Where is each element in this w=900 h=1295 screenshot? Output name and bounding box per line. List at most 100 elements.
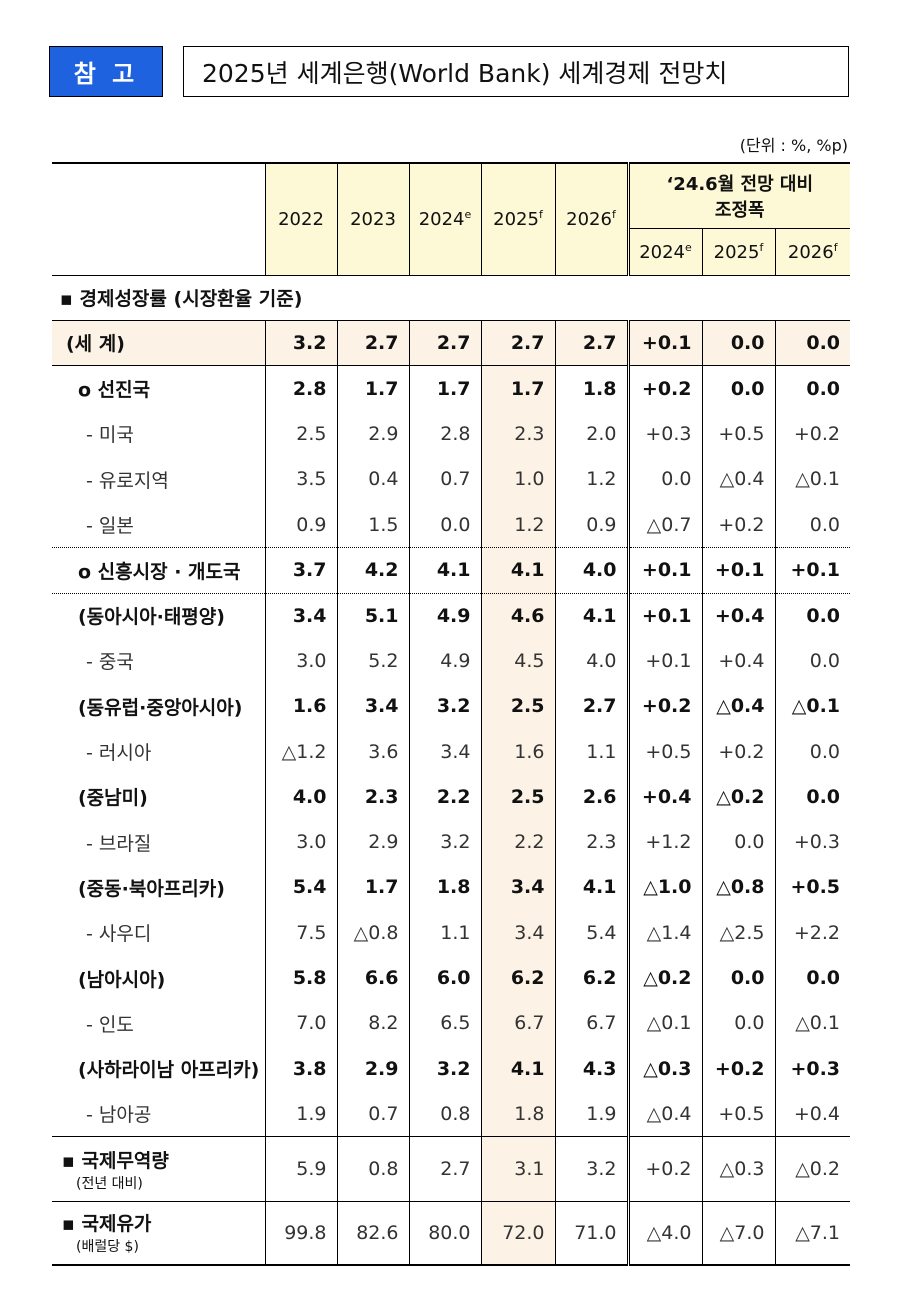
value-cell: 80.0: [408, 1201, 481, 1266]
value-cell: 4.1: [480, 547, 555, 593]
section-cell: ▪ 경제성장률 (시장환율 기준): [52, 275, 850, 320]
value-cell: 0.7: [336, 1091, 409, 1137]
row-label: - 사우디: [86, 923, 152, 946]
value-cell: 1.7: [480, 365, 555, 411]
data-row: - 러시아 △1.2 3.6 3.4 1.6 1.1 +0.5 +0.2 0.0: [52, 728, 851, 775]
table-body: ▪ 경제성장률 (시장환율 기준) (세 계) 3.2 2.7 2.7 2.7 2.7 +0.…: [52, 275, 851, 1266]
year-suffix: e: [685, 240, 692, 254]
header-cell: 2026f: [774, 227, 851, 275]
group-header-line: ‘24.6월 전망 대비: [666, 173, 814, 195]
section-row: ▪ 경제성장률 (시장환율 기준): [52, 275, 850, 320]
value-cell: 4.1: [554, 593, 628, 639]
value-cell: +0.2: [701, 502, 775, 548]
value-cell: △7.1: [774, 1201, 851, 1266]
row-label: ▪ 국제유가 (배럴당 $): [52, 1201, 265, 1266]
value-cell: 4.9: [408, 638, 481, 684]
value-cell: △0.3: [626, 1045, 702, 1092]
value-cell: △0.1: [626, 1000, 702, 1046]
value-cell: △1.4: [626, 910, 702, 956]
value-cell: 3.4: [480, 864, 555, 911]
row-label: (사하라이남 아프리카): [78, 1059, 260, 1082]
value-cell: 2.9: [336, 1045, 409, 1092]
value-cell: 6.6: [336, 955, 409, 1001]
data-row: - 인도 7.0 8.2 6.5 6.7 6.7 △0.1 0.0 △0.1: [52, 1000, 851, 1046]
header-cell: 2025f: [701, 227, 775, 275]
value-cell: 2.8: [408, 411, 481, 457]
value-cell: 2.7: [336, 320, 409, 366]
value-cell: 3.0: [264, 638, 337, 684]
indicator-label: ▪ 국제유가: [62, 1213, 152, 1236]
value-cell: 3.1: [480, 1136, 555, 1202]
value-cell: 5.4: [264, 864, 337, 911]
value-cell: 0.0: [774, 593, 851, 639]
value-cell: △0.7: [626, 502, 702, 548]
header-cell: 2026f: [554, 162, 628, 275]
value-cell: 7.5: [264, 910, 337, 956]
value-cell: 5.4: [554, 910, 628, 956]
value-cell: 0.0: [701, 1000, 775, 1046]
value-cell: 1.2: [554, 456, 628, 502]
value-cell: 6.2: [554, 955, 628, 1001]
value-cell: 82.6: [336, 1201, 409, 1266]
value-cell: +2.2: [774, 910, 851, 956]
value-cell: 2.2: [480, 819, 555, 865]
value-cell: 3.2: [408, 683, 481, 729]
value-cell: △1.2: [264, 728, 337, 775]
value-cell: +0.1: [701, 547, 775, 593]
row-label: - 브라질: [86, 832, 152, 855]
value-cell: 1.0: [480, 456, 555, 502]
value-cell: 2.6: [554, 774, 628, 820]
value-cell: 3.4: [480, 910, 555, 956]
value-cell: 2.9: [336, 411, 409, 457]
year: 2025: [713, 241, 760, 263]
value-cell: 4.6: [480, 593, 555, 639]
value-cell: 1.9: [264, 1091, 337, 1137]
unit-note: (단위 : %, %p): [739, 136, 848, 155]
row-label: ο 선진국: [78, 379, 151, 401]
value-cell: 0.7: [408, 456, 481, 502]
value-cell: 2.3: [554, 819, 628, 865]
row-label: - 중국: [86, 651, 134, 674]
value-cell: 6.5: [408, 1000, 481, 1046]
value-cell: 1.7: [408, 365, 481, 411]
year-suffix: f: [759, 240, 764, 254]
value-cell: 99.8: [264, 1201, 337, 1266]
row-label: - 러시아: [86, 742, 152, 765]
value-cell: +0.5: [626, 728, 702, 775]
data-row: - 일본 0.9 1.5 0.0 1.2 0.9 △0.7 +0.2 0.0: [52, 502, 851, 548]
value-cell: 6.2: [480, 955, 555, 1001]
row-label: (세 계): [52, 320, 265, 366]
value-cell: 0.0: [774, 638, 851, 684]
value-cell: +0.1: [626, 547, 702, 593]
value-cell: △0.2: [701, 774, 775, 820]
year: 2025: [493, 209, 539, 231]
value-cell: 1.2: [480, 502, 555, 548]
value-cell: +0.4: [626, 774, 702, 820]
value-cell: 4.5: [480, 638, 555, 684]
value-cell: 71.0: [554, 1201, 628, 1266]
value-cell: △7.0: [701, 1201, 775, 1266]
year-suffix: f: [833, 240, 838, 254]
value-cell: 2.5: [264, 411, 337, 457]
value-cell: 1.9: [554, 1091, 628, 1137]
row-label: - 인도: [86, 1013, 134, 1036]
value-cell: 6.0: [408, 955, 481, 1001]
value-cell: 1.6: [480, 728, 555, 775]
value-cell: 0.0: [774, 502, 851, 548]
data-row: ο 신흥시장 · 개도국 3.7 4.2 4.1 4.1 4.0 +0.1 +0.1 +0.1: [52, 547, 851, 593]
value-cell: 2.2: [408, 774, 481, 820]
row-label: (동유럽·중앙아시아): [78, 696, 243, 719]
value-cell: △0.8: [336, 910, 409, 956]
row-label: (동아시아·태평양): [78, 606, 225, 629]
data-row: - 브라질 3.0 2.9 3.2 2.2 2.3 +1.2 0.0 +0.3: [52, 819, 851, 865]
value-cell: +0.5: [701, 411, 775, 457]
header-cell: 2024e: [408, 162, 481, 275]
data-row: (사하라이남 아프리카) 3.8 2.9 3.2 4.1 4.3 △0.3 +0.2 +0.3: [52, 1045, 851, 1092]
year: 2023: [350, 208, 396, 230]
value-cell: △0.8: [701, 864, 775, 911]
value-cell: 0.0: [774, 320, 851, 366]
value-cell: +0.5: [701, 1091, 775, 1137]
value-cell: 1.7: [336, 864, 409, 911]
value-cell: +0.2: [774, 411, 851, 457]
